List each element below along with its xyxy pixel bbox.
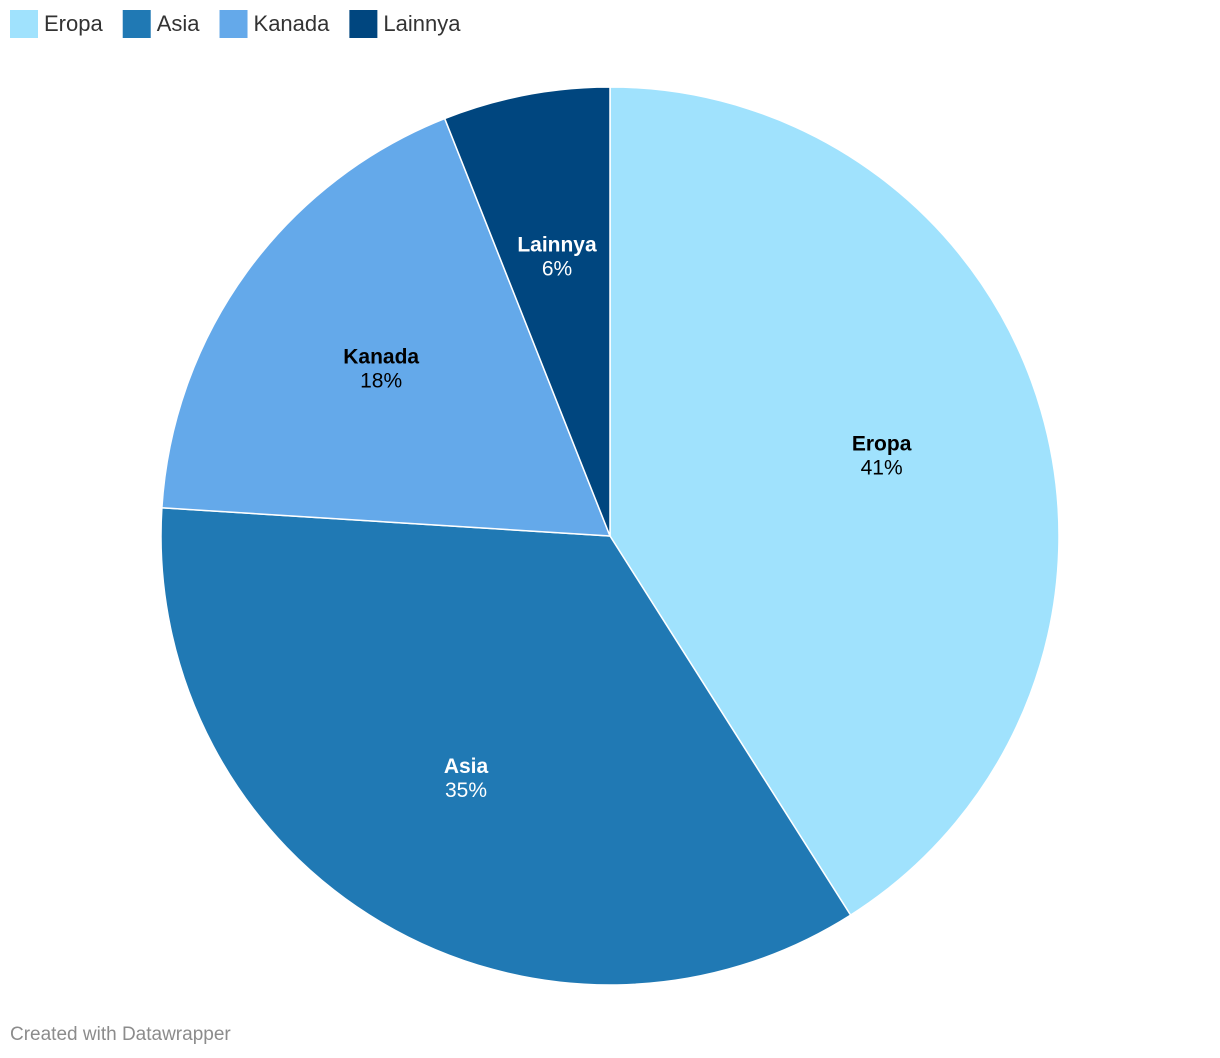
pie-slice: [609, 86, 1060, 917]
slice-value: 6%: [542, 258, 572, 281]
slice-value: 18%: [360, 369, 402, 392]
legend-label: Lainnya: [383, 11, 461, 36]
legend-label: Asia: [157, 11, 201, 36]
pie-slice: [443, 86, 611, 537]
legend-swatch: [122, 10, 151, 38]
legend-swatch: [219, 10, 248, 38]
slice-value: 41%: [861, 457, 903, 480]
legend-swatch: [349, 10, 378, 38]
legend-label: Eropa: [44, 11, 103, 36]
slice-value: 35%: [445, 779, 487, 802]
credit: Created with Datawrapper: [10, 1024, 231, 1045]
pie-slice: [160, 507, 852, 986]
slice-label: Asia: [444, 755, 489, 778]
slice-label: Kanada: [343, 345, 419, 368]
slice-label: Lainnya: [517, 234, 597, 257]
legend-label: Kanada: [254, 11, 331, 36]
pie-slice: [161, 117, 612, 537]
slice-label: Eropa: [852, 433, 912, 456]
legend-swatch: [10, 10, 38, 38]
